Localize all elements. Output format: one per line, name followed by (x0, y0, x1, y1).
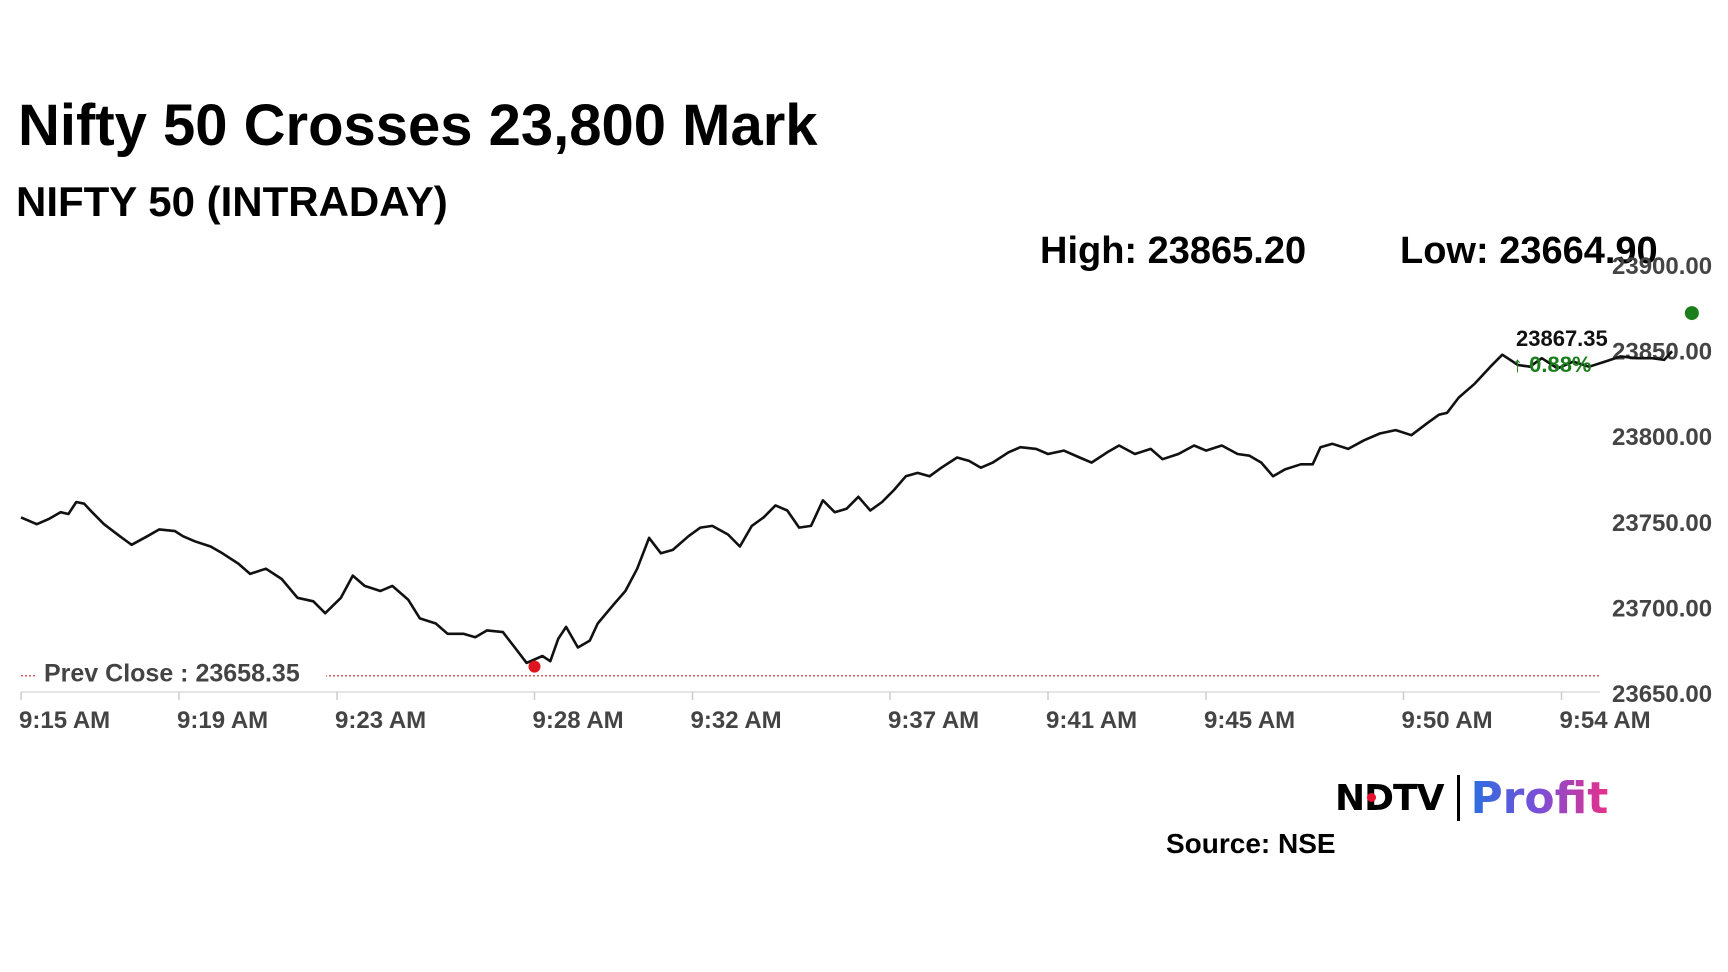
logo-divider (1457, 775, 1461, 821)
prev-close-label-bg (36, 657, 326, 688)
chart-subtitle: NIFTY 50 (INTRADAY) (16, 178, 448, 225)
last-price-marker (1684, 306, 1699, 321)
prev-close-label: Prev Close : 23658.35 (44, 660, 300, 688)
logo-ndtv-text: NDTV (1335, 777, 1444, 819)
y-tick-label: 23800.00 (1612, 424, 1712, 451)
last-value-label: 23867.35 (1516, 326, 1608, 351)
chart-title: Nifty 50 Crosses 23,800 Mark (18, 93, 818, 158)
x-tick-label: 9:19 AM (177, 707, 268, 734)
x-tick-label: 9:28 AM (533, 707, 624, 734)
x-tick-label: 9:41 AM (1046, 707, 1137, 734)
x-tick-label: 9:54 AM (1560, 707, 1651, 734)
x-tick-label: 9:50 AM (1402, 707, 1493, 734)
x-tick-label: 9:37 AM (888, 707, 979, 734)
series-line (20, 350, 1674, 665)
ndtv-profit-logo: NDTV Profit (1335, 770, 1608, 826)
x-tick-label: 9:15 AM (19, 707, 110, 734)
source-label: Source: NSE (1166, 828, 1336, 859)
logo-profit-text: Profit (1470, 772, 1609, 824)
x-tick-label: 9:32 AM (691, 707, 782, 734)
y-tick-label: 23650.00 (1612, 681, 1712, 708)
x-tick-label: 9:45 AM (1204, 707, 1295, 734)
x-tick-label: 9:23 AM (335, 707, 426, 734)
logo-red-dot (1367, 793, 1376, 802)
day-low-marker (528, 660, 541, 673)
y-tick-label: 23750.00 (1612, 510, 1712, 537)
day-high-label: High: 23865.20 (1040, 230, 1307, 272)
y-tick-label: 23700.00 (1612, 595, 1712, 622)
y-tick-label: 23900.00 (1612, 253, 1712, 280)
day-low-label: Low: 23664.90 (1400, 230, 1658, 272)
y-tick-label: 23850.00 (1612, 339, 1712, 366)
change-percent-label: ↑ 0.88% (1512, 352, 1592, 377)
